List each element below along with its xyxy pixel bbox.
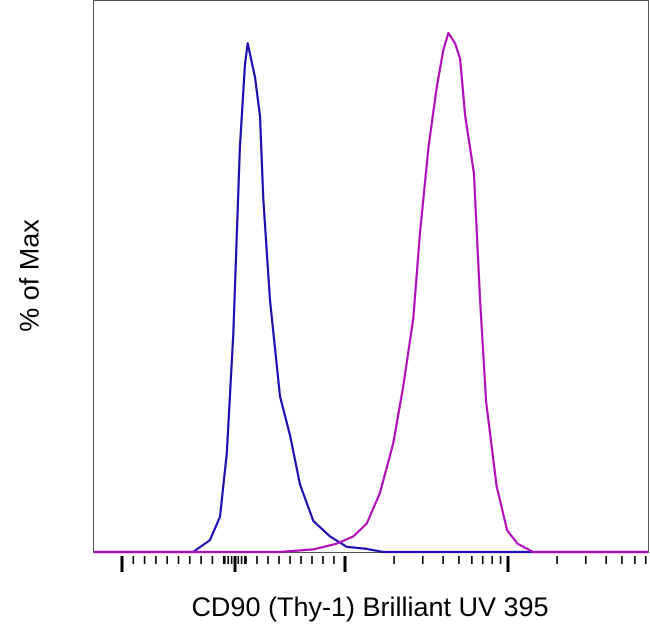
histogram-line-2 bbox=[94, 31, 648, 554]
x-axis-ticks bbox=[120, 556, 647, 572]
histogram-line-1 bbox=[94, 42, 648, 554]
y-axis-label: % of Max bbox=[14, 219, 45, 332]
histogram-series bbox=[94, 31, 648, 554]
x-axis-label: CD90 (Thy-1) Brilliant UV 395 bbox=[191, 592, 549, 622]
plot-frame bbox=[93, 0, 649, 553]
